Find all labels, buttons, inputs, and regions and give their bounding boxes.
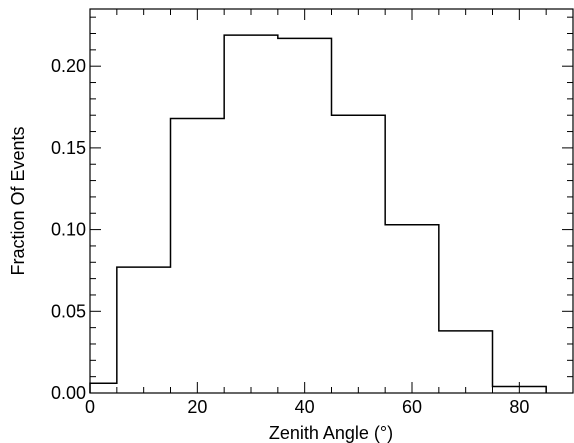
histogram-bin xyxy=(332,115,386,393)
x-tick-label: 80 xyxy=(509,397,529,417)
y-tick-label: 0.15 xyxy=(51,138,86,158)
y-tick-label: 0.20 xyxy=(51,56,86,76)
histogram-bin xyxy=(439,331,493,393)
plot-frame xyxy=(89,8,574,394)
histogram-bin xyxy=(171,118,225,393)
histogram-outline xyxy=(89,34,547,393)
x-tick-label: 0 xyxy=(85,397,95,417)
histogram-bin xyxy=(90,383,117,393)
y-tick-label: 0.10 xyxy=(51,220,86,240)
y-axis-title: Fraction Of Events xyxy=(8,126,28,275)
histogram-bin xyxy=(385,225,439,393)
histogram-bin xyxy=(224,35,278,393)
histogram-bin xyxy=(117,267,171,393)
y-tick-label: 0.00 xyxy=(51,383,86,403)
histogram-bin xyxy=(278,38,332,393)
x-tick-label: 60 xyxy=(402,397,422,417)
x-axis-title: Zenith Angle (°) xyxy=(269,423,393,443)
x-tick-label: 20 xyxy=(187,397,207,417)
y-tick-label: 0.05 xyxy=(51,301,86,321)
axis-tick-labels: 0 20 40 60 80 0.00 0.05 0.10 0.15 0.20 xyxy=(51,56,529,417)
x-tick-label: 40 xyxy=(295,397,315,417)
histogram-bins xyxy=(89,34,547,393)
